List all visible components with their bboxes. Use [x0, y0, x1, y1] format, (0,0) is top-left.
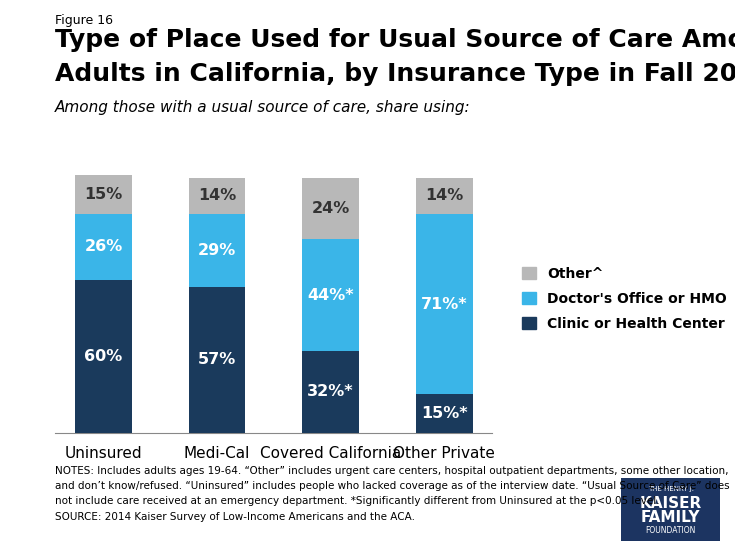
Text: FAMILY: FAMILY [641, 510, 700, 525]
Text: 24%: 24% [312, 201, 350, 216]
Text: 26%: 26% [85, 239, 123, 254]
Bar [302, 351, 359, 433]
Text: 57%: 57% [198, 353, 236, 368]
Text: FOUNDATION: FOUNDATION [645, 526, 696, 535]
Text: and don’t know/refused. “Uninsured” includes people who lacked coverage as of th: and don’t know/refused. “Uninsured” incl… [55, 481, 730, 491]
Text: Among those with a usual source of care, share using:: Among those with a usual source of care,… [55, 100, 470, 115]
Text: 14%: 14% [198, 188, 236, 203]
Bar [302, 239, 359, 351]
Bar [416, 395, 473, 433]
Text: THE HENRY J.: THE HENRY J. [648, 486, 694, 492]
Text: 15%: 15% [85, 187, 123, 202]
Text: 71%*: 71%* [421, 296, 467, 311]
Text: 60%: 60% [85, 349, 123, 364]
Text: not include care received at an emergency department. *Significantly different f: not include care received at an emergenc… [55, 496, 660, 506]
Bar [75, 175, 132, 214]
Text: Adults in California, by Insurance Type in Fall 2014: Adults in California, by Insurance Type … [55, 62, 735, 86]
Text: Type of Place Used for Usual Source of Care Among Nonelderly: Type of Place Used for Usual Source of C… [55, 28, 735, 52]
Text: 15%*: 15%* [421, 406, 467, 421]
Bar [189, 178, 245, 214]
Text: SOURCE: 2014 Kaiser Survey of Low-Income Americans and the ACA.: SOURCE: 2014 Kaiser Survey of Low-Income… [55, 512, 415, 522]
Text: NOTES: Includes adults ages 19-64. “Other” includes urgent care centers, hospita: NOTES: Includes adults ages 19-64. “Othe… [55, 466, 728, 476]
Bar [416, 178, 473, 214]
Bar [416, 214, 473, 395]
Legend: Other^, Doctor's Office or HMO, Clinic or Health Center: Other^, Doctor's Office or HMO, Clinic o… [517, 261, 733, 337]
Bar [302, 178, 359, 239]
Bar [189, 288, 245, 433]
Bar [75, 214, 132, 280]
Text: 29%: 29% [198, 243, 236, 258]
Text: KAISER: KAISER [639, 495, 702, 511]
Text: 44%*: 44%* [307, 288, 354, 302]
Text: Figure 16: Figure 16 [55, 14, 113, 27]
Text: 14%: 14% [425, 188, 463, 203]
Bar [189, 214, 245, 288]
Bar [75, 280, 132, 433]
Text: 32%*: 32%* [307, 384, 354, 399]
